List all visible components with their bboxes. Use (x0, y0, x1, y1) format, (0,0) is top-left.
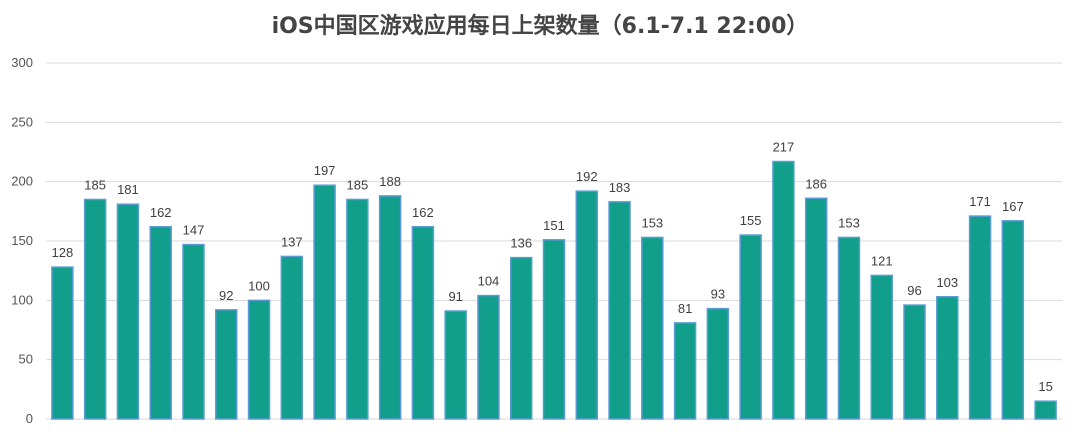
y-tick-label: 50 (19, 352, 33, 367)
bar (641, 236, 664, 420)
bar (83, 198, 107, 420)
bar (378, 195, 402, 420)
bar (116, 203, 140, 420)
data-label: 167 (1002, 199, 1024, 214)
bar (673, 322, 697, 420)
bar (739, 234, 762, 420)
bar (706, 307, 730, 420)
data-label: 128 (52, 245, 74, 260)
data-label: 162 (150, 205, 172, 220)
y-tick-label: 100 (11, 292, 33, 307)
data-label: 197 (314, 163, 336, 178)
bar (804, 197, 828, 420)
data-label: 100 (248, 278, 270, 293)
bar (837, 236, 861, 420)
data-label: 91 (448, 289, 462, 304)
bar (247, 299, 271, 420)
bar (575, 190, 599, 420)
data-label: 185 (347, 177, 369, 192)
data-label: 103 (936, 275, 958, 290)
data-label: 192 (576, 169, 598, 184)
data-label: 151 (543, 218, 565, 233)
bar (903, 304, 926, 420)
bar (215, 309, 238, 420)
data-label: 171 (969, 194, 991, 209)
bar (182, 243, 205, 420)
bar (542, 239, 566, 420)
data-label: 153 (641, 215, 663, 230)
bar (149, 226, 172, 420)
data-label: 185 (84, 177, 106, 192)
data-label: 81 (678, 301, 692, 316)
bar (1034, 400, 1057, 420)
bar (280, 255, 304, 420)
data-label: 96 (907, 283, 921, 298)
data-label: 137 (281, 234, 303, 249)
y-tick-label: 300 (11, 55, 33, 70)
bar (509, 256, 533, 420)
data-label: 183 (609, 180, 631, 195)
data-label: 186 (805, 176, 827, 191)
bar (870, 274, 893, 420)
bar (313, 184, 336, 420)
bar (772, 160, 795, 420)
data-label: 181 (117, 182, 139, 197)
data-label: 188 (379, 174, 401, 189)
data-label: 104 (478, 274, 500, 289)
bar (968, 215, 992, 420)
data-label: 92 (219, 288, 233, 303)
bar (1001, 220, 1025, 420)
bar (444, 310, 467, 420)
bar (608, 201, 631, 420)
data-label: 217 (773, 139, 795, 154)
data-label: 162 (412, 205, 434, 220)
data-label: 136 (510, 236, 532, 251)
y-tick-label: 250 (11, 114, 33, 129)
bar (411, 226, 435, 420)
data-label: 15 (1038, 379, 1052, 394)
y-tick-label: 150 (11, 233, 33, 248)
bar (346, 198, 369, 420)
data-label: 147 (183, 223, 205, 238)
bar (477, 294, 500, 420)
data-label: 153 (838, 215, 860, 230)
bar (936, 296, 959, 420)
y-tick-label: 200 (11, 174, 33, 189)
bar (51, 266, 74, 420)
data-label: 121 (871, 253, 893, 268)
data-label: 155 (740, 213, 762, 228)
data-label: 93 (711, 287, 725, 302)
y-tick-label: 0 (26, 411, 33, 426)
chart-title: iOS中国区游戏应用每日上架数量（6.1-7.1 22:00） (271, 14, 809, 39)
